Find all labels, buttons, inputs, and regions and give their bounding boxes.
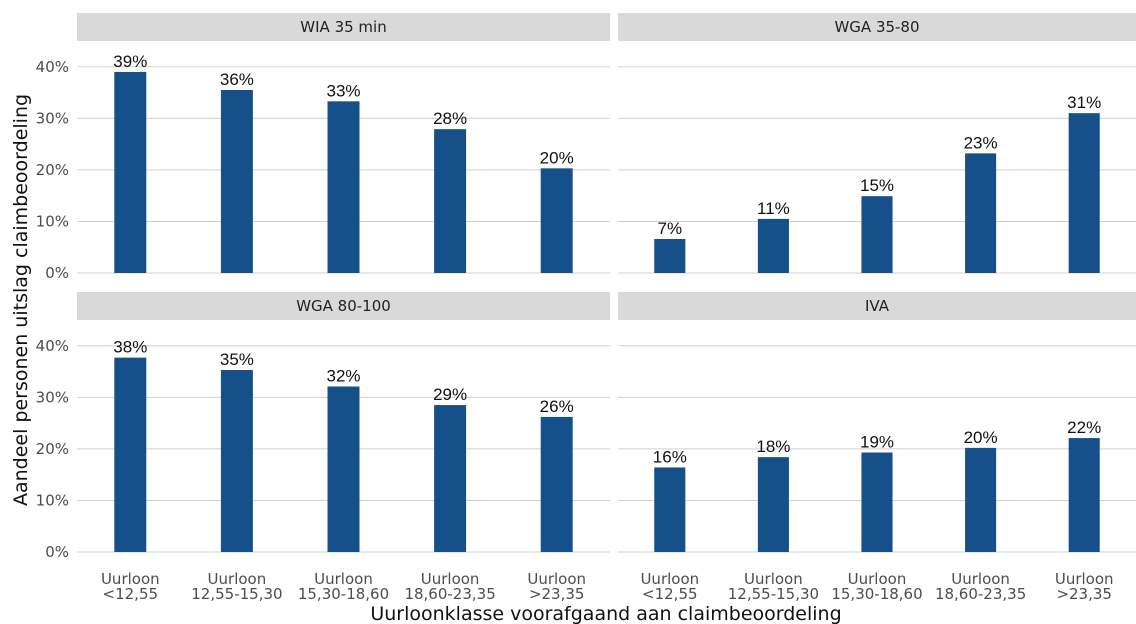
x-tick-label: Uurloon <box>314 570 373 588</box>
bar <box>965 153 997 273</box>
y-tick-label: 30% <box>36 109 69 127</box>
bar <box>861 452 893 552</box>
bar <box>220 89 253 273</box>
x-tick-label: Uurloon <box>848 570 907 588</box>
x-tick-label: Uurloon <box>101 570 160 588</box>
y-tick-label: 0% <box>45 264 69 282</box>
facet-strip <box>618 13 1136 41</box>
data-label: 19% <box>860 432 894 451</box>
bar <box>540 416 573 552</box>
data-label: 29% <box>433 385 467 404</box>
data-label: 20% <box>964 428 998 447</box>
bar <box>327 101 360 273</box>
facet-title: WIA 35 min <box>300 18 386 36</box>
data-label: 18% <box>756 437 790 456</box>
y-tick-label: 30% <box>36 388 69 406</box>
data-label: 7% <box>658 219 683 238</box>
data-label: 38% <box>113 338 147 357</box>
bar <box>327 386 360 552</box>
bar <box>861 196 893 273</box>
y-tick-label: 10% <box>36 491 69 509</box>
x-tick-label: Uurloon <box>421 570 480 588</box>
x-tick-label: Uurloon <box>527 570 586 588</box>
y-tick-label: 40% <box>36 337 69 355</box>
bar <box>434 129 467 273</box>
facet-title: WGA 80-100 <box>296 297 391 315</box>
data-label: 26% <box>540 397 574 416</box>
x-tick-label: <12,55 <box>103 585 159 603</box>
x-tick-label: Uurloon <box>208 570 267 588</box>
data-label: 36% <box>220 70 254 89</box>
data-label: 20% <box>540 148 574 167</box>
bar <box>757 218 789 273</box>
x-tick-label: 12,55-15,30 <box>728 585 819 603</box>
data-label: 16% <box>653 447 687 466</box>
data-label: 23% <box>964 133 998 152</box>
bar <box>434 405 467 552</box>
x-tick-label: >23,35 <box>529 585 585 603</box>
x-tick-label: <12,55 <box>642 585 698 603</box>
facet-title: WGA 35-80 <box>834 18 919 36</box>
bar <box>654 238 686 273</box>
x-tick-label: >23,35 <box>1056 585 1112 603</box>
y-axis-title: Aandeel personen uitslag claimbeoordelin… <box>10 94 32 506</box>
data-label: 28% <box>433 109 467 128</box>
x-axis-title: Uurloonklasse voorafgaand aan claimbeoor… <box>370 603 841 624</box>
data-label: 11% <box>757 199 790 218</box>
x-tick-label: 18,60-23,35 <box>935 585 1026 603</box>
data-label: 32% <box>326 367 360 386</box>
data-label: 39% <box>113 52 147 71</box>
data-label: 22% <box>1067 418 1101 437</box>
bar <box>220 370 253 552</box>
bar <box>540 168 573 273</box>
bar <box>114 357 147 552</box>
facet-panel: IVA16%Uurloon<12,5518%Uurloon12,55-15,30… <box>618 292 1136 603</box>
y-tick-label: 10% <box>36 212 69 230</box>
bar <box>965 447 997 552</box>
facet-strip <box>77 292 610 320</box>
x-tick-label: 15,30-18,60 <box>831 585 922 603</box>
x-tick-label: 18,60-23,35 <box>404 585 495 603</box>
bar <box>1068 113 1100 273</box>
y-tick-label: 0% <box>45 543 69 561</box>
facet-title: IVA <box>865 297 890 315</box>
bar <box>114 71 147 273</box>
data-label: 31% <box>1067 93 1101 112</box>
y-tick-label: 20% <box>36 440 69 458</box>
data-label: 33% <box>326 81 360 100</box>
facet-panel: WIA 35 min 0% 10% 20% 30% 40% 39% 36% 33% 28% 20% <box>36 13 610 282</box>
x-tick-label: Uurloon <box>1055 570 1114 588</box>
x-tick-label: 12,55-15,30 <box>191 585 282 603</box>
data-label: 35% <box>220 350 254 369</box>
facet-strip <box>77 13 610 41</box>
facet-strip <box>618 292 1136 320</box>
x-tick-label: Uurloon <box>744 570 803 588</box>
bar <box>757 457 789 552</box>
x-tick-label: Uurloon <box>640 570 699 588</box>
bar <box>654 467 686 552</box>
y-tick-label: 20% <box>36 161 69 179</box>
facet-panel: WGA 35-80 7% 11% 15% 23% 31% <box>618 13 1136 274</box>
y-tick-label: 40% <box>36 58 69 76</box>
x-tick-label: Uurloon <box>951 570 1010 588</box>
x-tick-label: 15,30-18,60 <box>298 585 389 603</box>
data-label: 15% <box>860 176 894 195</box>
bar <box>1068 438 1100 552</box>
